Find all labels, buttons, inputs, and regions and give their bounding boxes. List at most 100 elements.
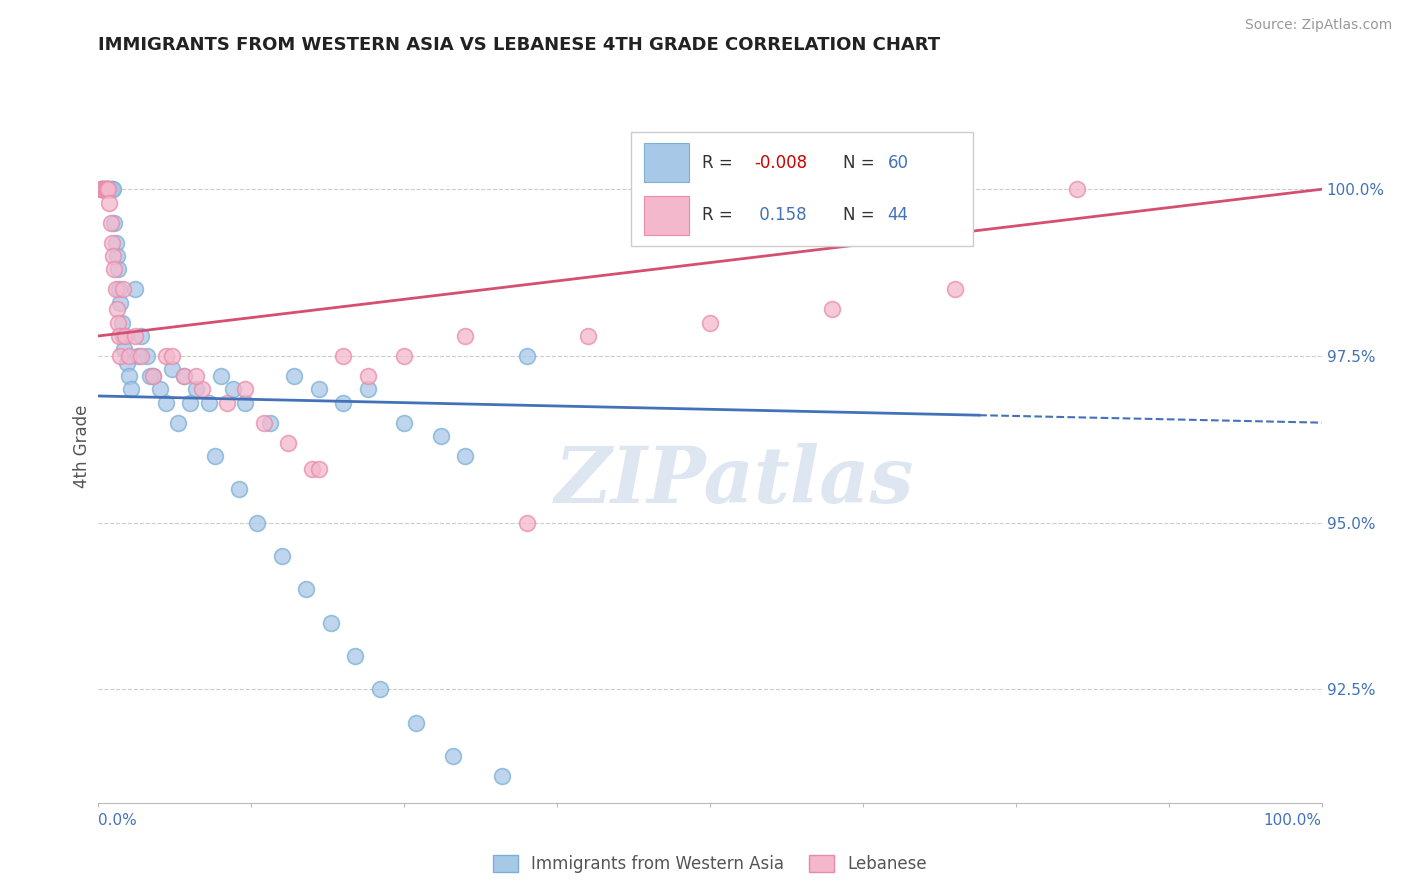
Point bbox=[160, 349, 183, 363]
Point bbox=[91, 182, 114, 196]
Point bbox=[155, 349, 177, 363]
Point bbox=[104, 235, 127, 250]
Point bbox=[101, 182, 124, 196]
Point bbox=[142, 368, 165, 383]
Point bbox=[98, 195, 121, 210]
Point bbox=[111, 316, 134, 330]
Point bbox=[110, 349, 132, 363]
Point bbox=[112, 343, 135, 357]
Point bbox=[295, 582, 318, 597]
Point bbox=[191, 382, 214, 396]
Point bbox=[222, 382, 245, 396]
Point bbox=[103, 216, 125, 230]
Point bbox=[118, 349, 141, 363]
Text: Source: ZipAtlas.com: Source: ZipAtlas.com bbox=[1244, 18, 1392, 32]
Point bbox=[100, 216, 122, 230]
Point bbox=[97, 182, 120, 196]
Point bbox=[91, 182, 114, 196]
Point bbox=[100, 182, 122, 196]
Point bbox=[90, 182, 112, 196]
Point bbox=[94, 182, 117, 196]
Point bbox=[392, 349, 416, 363]
Point bbox=[209, 368, 232, 383]
Text: ZIPatlas: ZIPatlas bbox=[555, 443, 914, 520]
Point bbox=[308, 462, 330, 476]
Point bbox=[111, 282, 134, 296]
Point bbox=[332, 349, 354, 363]
Point bbox=[97, 182, 120, 196]
Point bbox=[142, 368, 165, 383]
Point bbox=[98, 182, 121, 196]
Point bbox=[127, 349, 149, 363]
Point bbox=[491, 769, 513, 783]
Point bbox=[283, 368, 305, 383]
Point bbox=[356, 368, 378, 383]
Point bbox=[943, 282, 966, 296]
Point bbox=[96, 182, 118, 196]
Point bbox=[114, 329, 136, 343]
Point bbox=[110, 295, 132, 310]
Point bbox=[101, 249, 124, 263]
Point bbox=[104, 282, 127, 296]
Text: 100.0%: 100.0% bbox=[1264, 813, 1322, 828]
Point bbox=[308, 382, 330, 396]
Point bbox=[149, 382, 172, 396]
Point bbox=[368, 682, 391, 697]
Point bbox=[139, 368, 162, 383]
Point bbox=[246, 516, 269, 530]
Point bbox=[101, 235, 124, 250]
Point bbox=[441, 749, 464, 764]
Y-axis label: 4th Grade: 4th Grade bbox=[73, 404, 91, 488]
Point bbox=[454, 329, 477, 343]
Point bbox=[173, 368, 195, 383]
Point bbox=[111, 329, 134, 343]
Text: 0.0%: 0.0% bbox=[98, 813, 138, 828]
Point bbox=[93, 182, 115, 196]
Text: IMMIGRANTS FROM WESTERN ASIA VS LEBANESE 4TH GRADE CORRELATION CHART: IMMIGRANTS FROM WESTERN ASIA VS LEBANESE… bbox=[98, 36, 941, 54]
Point bbox=[197, 395, 219, 409]
Legend: Immigrants from Western Asia, Lebanese: Immigrants from Western Asia, Lebanese bbox=[486, 848, 934, 880]
Point bbox=[91, 182, 114, 196]
Point bbox=[516, 516, 538, 530]
Point bbox=[277, 435, 299, 450]
Point bbox=[129, 329, 152, 343]
Point bbox=[105, 302, 128, 317]
Point bbox=[118, 368, 141, 383]
Point bbox=[454, 449, 477, 463]
Point bbox=[233, 382, 256, 396]
Point bbox=[94, 182, 117, 196]
Point bbox=[105, 249, 128, 263]
Point bbox=[108, 329, 131, 343]
Point bbox=[252, 416, 274, 430]
Point bbox=[430, 429, 453, 443]
Point bbox=[93, 182, 115, 196]
Point bbox=[129, 349, 152, 363]
Point bbox=[821, 302, 844, 317]
Point bbox=[90, 182, 112, 196]
Point bbox=[167, 416, 190, 430]
Point bbox=[160, 362, 183, 376]
Point bbox=[516, 349, 538, 363]
Point bbox=[179, 395, 201, 409]
Point bbox=[699, 316, 721, 330]
Point bbox=[101, 182, 124, 196]
Point bbox=[91, 182, 114, 196]
Point bbox=[344, 649, 367, 664]
Point bbox=[124, 329, 146, 343]
Point bbox=[228, 483, 250, 497]
Point bbox=[233, 395, 256, 409]
Point bbox=[356, 382, 378, 396]
Point bbox=[120, 382, 142, 396]
Point bbox=[108, 282, 131, 296]
Point bbox=[115, 356, 138, 370]
Point bbox=[204, 449, 226, 463]
Point bbox=[319, 615, 342, 630]
Point bbox=[392, 416, 416, 430]
Point bbox=[136, 349, 159, 363]
Point bbox=[259, 416, 281, 430]
Point bbox=[301, 462, 323, 476]
Point bbox=[332, 395, 354, 409]
Point bbox=[96, 182, 118, 196]
Point bbox=[576, 329, 599, 343]
Point bbox=[186, 382, 208, 396]
